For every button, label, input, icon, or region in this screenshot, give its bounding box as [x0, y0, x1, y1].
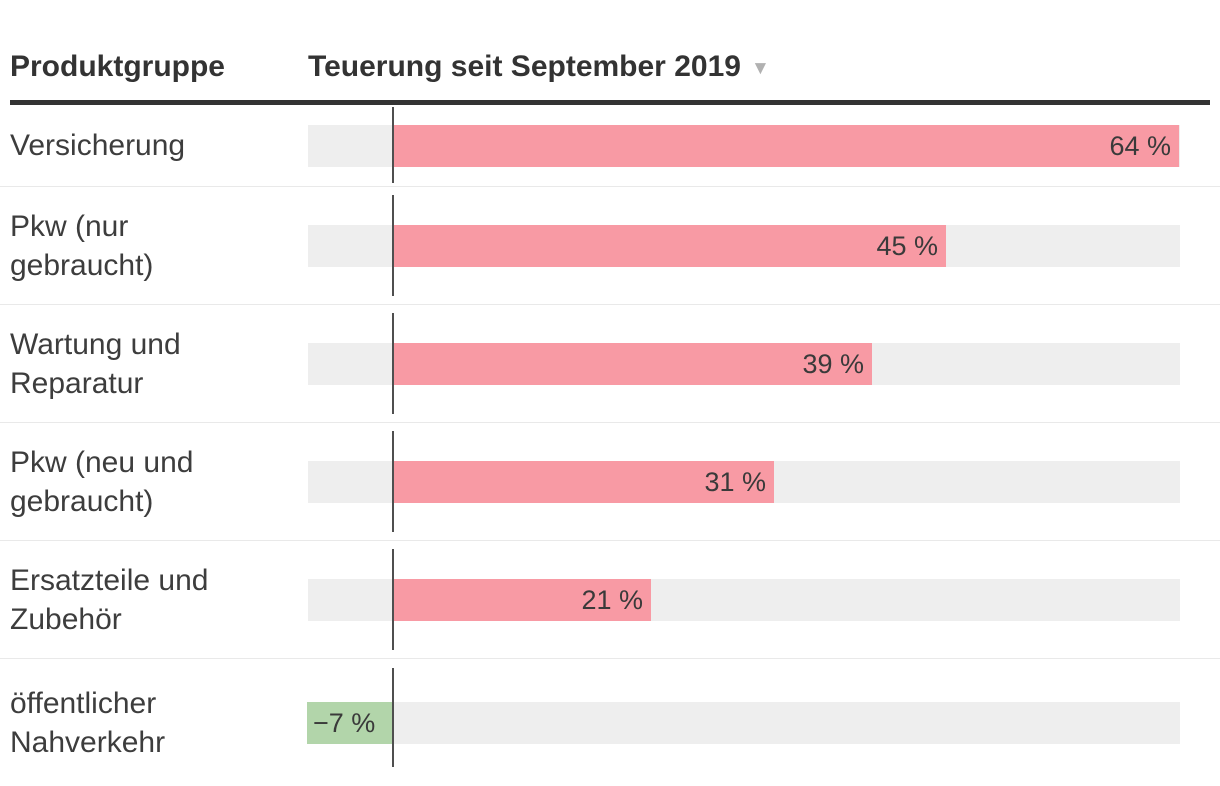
bar-track: 39 % [308, 342, 1180, 385]
zero-baseline [392, 107, 394, 183]
table-header: Produktgruppe Teuerung seit September 20… [0, 0, 1220, 105]
row-label: öffentlicher Nahverkehr [10, 659, 300, 786]
bar-versicherung: 64 % [393, 124, 1179, 167]
bar-track: 31 % [308, 460, 1180, 503]
row-label-line: Ersatzteile und [10, 563, 209, 597]
bar-value-label: 21 % [581, 584, 643, 615]
column-header-teuerung[interactable]: Teuerung seit September 2019 ▼ [308, 50, 770, 83]
zero-baseline [392, 313, 394, 414]
table-row: öffentlicher Nahverkehr −7 % [0, 658, 1220, 786]
bar-chart-table: Versicherung 64 % Pkw (nur gebraucht) 45… [0, 105, 1220, 786]
bar-wartung-reparatur: 39 % [393, 342, 872, 385]
row-label: Pkw (nur gebraucht) [10, 187, 300, 304]
table-row: Ersatzteile und Zubehör 21 % [0, 540, 1220, 658]
row-label-line: Reparatur [10, 366, 144, 400]
bar-value-label: 39 % [802, 348, 864, 379]
table-row: Versicherung 64 % [0, 105, 1220, 186]
table-row: Wartung und Reparatur 39 % [0, 304, 1220, 422]
bar-value-label: 45 % [876, 230, 938, 261]
header-divider [10, 100, 1210, 105]
zero-baseline [392, 549, 394, 650]
sort-descending-icon[interactable]: ▼ [750, 58, 770, 79]
column-header-produktgruppe: Produktgruppe [10, 50, 225, 83]
bar-value-label: −7 % [313, 707, 376, 738]
row-label-line: gebraucht) [10, 484, 154, 518]
row-label-line: Pkw (neu und [10, 445, 194, 479]
row-label-line: öffentlicher [10, 686, 157, 720]
row-label-line: Nahverkehr [10, 725, 166, 759]
row-label: Wartung und Reparatur [10, 305, 300, 422]
bar-ersatzteile-zubehoer: 21 % [393, 578, 651, 621]
row-label-line: Zubehör [10, 602, 122, 636]
row-label: Ersatzteile und Zubehör [10, 541, 300, 658]
bar-track: 45 % [308, 224, 1180, 267]
table-row: Pkw (nur gebraucht) 45 % [0, 186, 1220, 304]
bar-track: 21 % [308, 578, 1180, 621]
bar-value-label: 31 % [704, 466, 766, 497]
bar-track: 64 % [308, 124, 1180, 167]
bar-oeffentlicher-nahverkehr: −7 % [307, 701, 393, 744]
row-label-line: Wartung und [10, 327, 181, 361]
bar-value-label: 64 % [1109, 130, 1171, 161]
row-label-line: Pkw (nur [10, 209, 129, 243]
row-label-line: Versicherung [10, 129, 186, 162]
zero-baseline [392, 431, 394, 532]
zero-baseline [392, 668, 394, 767]
table-row: Pkw (neu und gebraucht) 31 % [0, 422, 1220, 540]
bar-pkw-gebraucht: 45 % [393, 224, 946, 267]
row-label-line: gebraucht) [10, 248, 154, 282]
bar-pkw-neu-gebraucht: 31 % [393, 460, 774, 503]
zero-baseline [392, 195, 394, 296]
row-label: Versicherung [10, 105, 300, 186]
column-header-teuerung-label: Teuerung seit September 2019 [308, 50, 741, 83]
bar-track: −7 % [307, 701, 1180, 744]
row-label: Pkw (neu und gebraucht) [10, 423, 300, 540]
